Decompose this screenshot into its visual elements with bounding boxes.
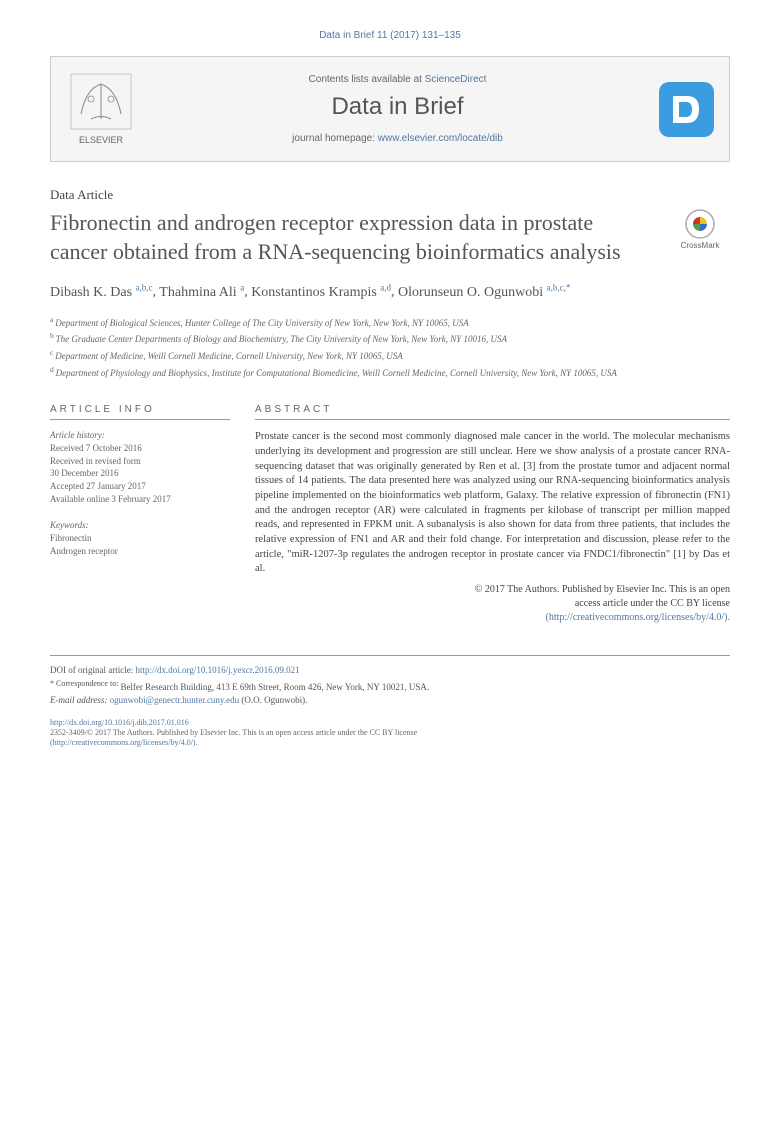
history-text: Received 7 October 2016Received in revis… xyxy=(50,442,230,505)
abstract-column: ABSTRACT Prostate cancer is the second m… xyxy=(255,404,730,625)
abstract-heading: ABSTRACT xyxy=(255,404,730,420)
sciencedirect-link[interactable]: ScienceDirect xyxy=(425,74,487,85)
author: Konstantinos Krampis a,d xyxy=(251,285,391,300)
article-info-column: ARTICLE INFO Article history: Received 7… xyxy=(50,404,230,625)
svg-text:ELSEVIER: ELSEVIER xyxy=(79,135,124,145)
author: Dibash K. Das a,b,c xyxy=(50,285,153,300)
article-title: Fibronectin and androgen receptor expres… xyxy=(50,209,650,266)
doi-link[interactable]: http://dx.doi.org/10.1016/j.dib.2017.01.… xyxy=(50,718,189,727)
page-content: Data in Brief 11 (2017) 131–135 ELSEVIER… xyxy=(0,0,780,769)
affiliation: c Department of Medicine, Weill Cornell … xyxy=(50,348,730,363)
dib-logo xyxy=(659,82,714,137)
article-type: Data Article xyxy=(50,187,730,203)
email-line: E-mail address: ogunwobi@genectr.hunter.… xyxy=(50,694,730,708)
doi-original-link[interactable]: http://dx.doi.org/10.1016/j.yexcr.2016.0… xyxy=(135,665,299,675)
history-block: Article history: Received 7 October 2016… xyxy=(50,430,230,505)
affiliations-list: a Department of Biological Sciences, Hun… xyxy=(50,315,730,379)
journal-name: Data in Brief xyxy=(151,93,644,121)
footer-separator: DOI of original article: http://dx.doi.o… xyxy=(50,655,730,708)
homepage-link[interactable]: www.elsevier.com/locate/dib xyxy=(378,133,503,144)
keywords-block: Keywords: FibronectinAndrogen receptor xyxy=(50,520,230,557)
history-label: Article history: xyxy=(50,430,230,440)
correspondence-line: * Correspondence to: Belfer Research Bui… xyxy=(50,678,730,695)
copyright-block: © 2017 The Authors. Published by Elsevie… xyxy=(255,583,730,625)
article-info-heading: ARTICLE INFO xyxy=(50,404,230,420)
license-link[interactable]: (http://creativecommons.org/licenses/by/… xyxy=(50,738,198,747)
authors-list: Dibash K. Das a,b,c, Thahmina Ali a, Kon… xyxy=(50,281,730,303)
author: Olorunseun O. Ogunwobi a,b,c,* xyxy=(398,285,570,300)
keywords-label: Keywords: xyxy=(50,520,230,530)
top-citation: Data in Brief 11 (2017) 131–135 xyxy=(50,30,730,41)
affiliation: d Department of Physiology and Biophysic… xyxy=(50,365,730,380)
header-center: Contents lists available at ScienceDirec… xyxy=(151,74,644,144)
affiliation: a Department of Biological Sciences, Hun… xyxy=(50,315,730,330)
cc-license-link[interactable]: (http://creativecommons.org/licenses/by/… xyxy=(546,612,731,623)
email-link[interactable]: ogunwobi@genectr.hunter.cuny.edu xyxy=(110,695,239,705)
elsevier-logo: ELSEVIER xyxy=(66,69,136,149)
license-block: http://dx.doi.org/10.1016/j.dib.2017.01.… xyxy=(50,718,730,749)
title-row: Fibronectin and androgen receptor expres… xyxy=(50,209,730,266)
journal-header-box: ELSEVIER Contents lists available at Sci… xyxy=(50,56,730,162)
contents-line: Contents lists available at ScienceDirec… xyxy=(151,74,644,85)
keywords-text: FibronectinAndrogen receptor xyxy=(50,532,230,557)
homepage-line: journal homepage: www.elsevier.com/locat… xyxy=(151,133,644,144)
author: Thahmina Ali a xyxy=(159,285,244,300)
crossmark-label: CrossMark xyxy=(670,241,730,250)
two-column-layout: ARTICLE INFO Article history: Received 7… xyxy=(50,404,730,625)
crossmark-badge[interactable]: CrossMark xyxy=(670,209,730,250)
doi-original-line: DOI of original article: http://dx.doi.o… xyxy=(50,664,730,678)
affiliation: b The Graduate Center Departments of Bio… xyxy=(50,331,730,346)
abstract-text: Prostate cancer is the second most commo… xyxy=(255,430,730,577)
